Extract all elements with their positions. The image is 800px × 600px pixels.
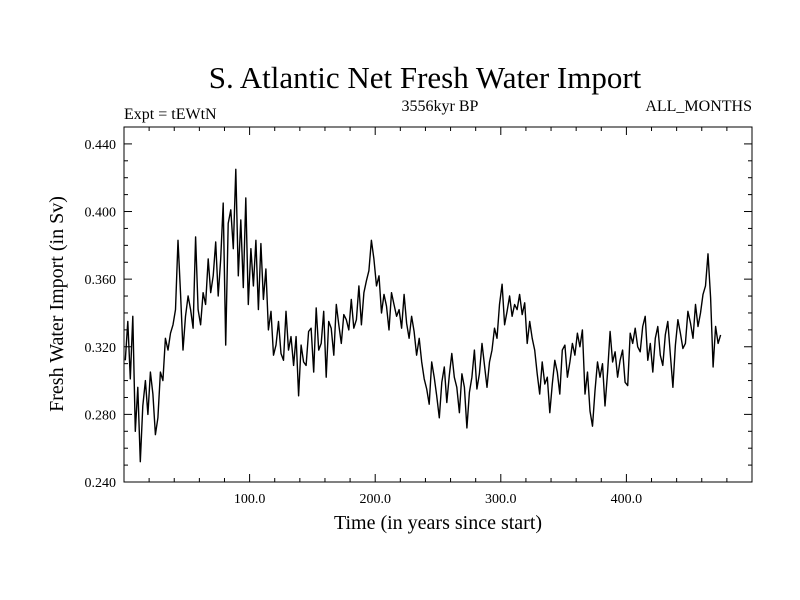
y-tick-label: 0.240 bbox=[85, 476, 117, 491]
y-tick-label: 0.400 bbox=[85, 206, 117, 221]
x-tick-label: 400.0 bbox=[611, 492, 643, 507]
tick-marks bbox=[124, 126, 752, 483]
y-tick-label: 0.280 bbox=[85, 408, 117, 423]
series-line bbox=[124, 168, 722, 463]
y-tick-label: 0.320 bbox=[85, 341, 117, 356]
y-tick-labels: 0.240 0.280 0.320 0.360 0.400 0.440 bbox=[85, 138, 117, 491]
subtitle-center: 3556kyr BP bbox=[402, 98, 479, 115]
y-tick-label: 0.360 bbox=[85, 273, 117, 288]
x-tick-label: 300.0 bbox=[485, 492, 517, 507]
x-tick-labels: 100.0 200.0 300.0 400.0 bbox=[234, 492, 642, 507]
x-tick-label: 100.0 bbox=[234, 492, 266, 507]
y-tick-label: 0.440 bbox=[85, 138, 117, 153]
subtitle-right: ALL_MONTHS bbox=[645, 98, 752, 115]
x-tick-label: 200.0 bbox=[359, 492, 391, 507]
x-axis-label: Time (in years since start) bbox=[334, 512, 542, 534]
plot-frame bbox=[123, 126, 753, 483]
subtitle-left: Expt = tEWtN bbox=[124, 106, 217, 123]
y-axis-label: Fresh Water Import (in Sv) bbox=[46, 196, 68, 412]
chart-title: S. Atlantic Net Fresh Water Import bbox=[209, 60, 642, 95]
